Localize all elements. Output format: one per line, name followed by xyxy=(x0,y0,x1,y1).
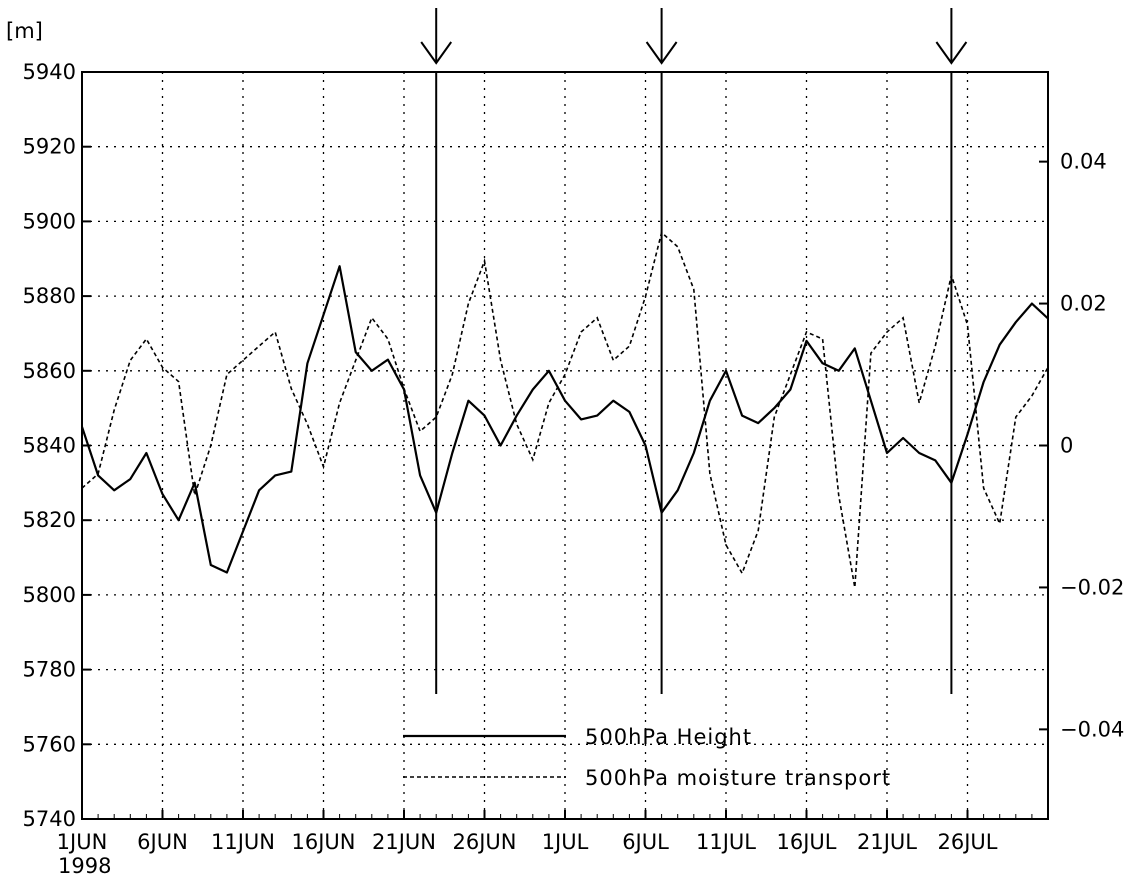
left-tick-label: 5900 xyxy=(23,209,76,233)
x-tick-label: 21JUL xyxy=(857,830,917,854)
left-tick-label: 5860 xyxy=(23,359,76,383)
left-tick-label: 5840 xyxy=(23,434,76,458)
left-tick-label: 5880 xyxy=(23,284,76,308)
right-tick-label: 0 xyxy=(1060,434,1073,458)
x-tick-label: 6JUN xyxy=(137,830,188,854)
event-arrow-head xyxy=(645,41,678,65)
legend-label: 500hPa moisture transport xyxy=(585,766,891,790)
right-tick-label: 0.02 xyxy=(1060,292,1107,316)
y-unit-label: [m] xyxy=(6,19,43,43)
left-tick-label: 5760 xyxy=(23,732,76,756)
x-tick-label: 1JUL xyxy=(542,830,589,854)
x-axis: 1JUN 6JUN 11JUN 16JUN 21JUN 26JUN 1JUL 6JUL 11JU… xyxy=(57,810,1049,854)
x-tick-label: 6JUL xyxy=(622,830,669,854)
x-tick-label: 21JUN xyxy=(372,830,436,854)
x-tick-label: 26JUN xyxy=(453,830,517,854)
left-tick-label: 5740 xyxy=(23,807,76,831)
right-tick-label: −0.04 xyxy=(1060,717,1124,741)
right-tick-label: 0.04 xyxy=(1060,150,1107,174)
x-tick-label: 11JUL xyxy=(696,830,756,854)
x-tick-label: 16JUN xyxy=(292,830,356,854)
year-label: 1998 xyxy=(58,854,111,878)
x-tick-label: 1JUN xyxy=(57,830,108,854)
legend: 500hPa Height 500hPa moisture transport xyxy=(403,725,891,790)
legend-label: 500hPa Height xyxy=(585,725,752,749)
event-arrow-head xyxy=(935,41,968,65)
left-tick-label: 5780 xyxy=(23,658,76,682)
left-tick-label: 5820 xyxy=(23,508,76,532)
event-markers xyxy=(420,8,968,694)
series-lines xyxy=(80,231,1049,588)
x-tick-label: 11JUN xyxy=(211,830,275,854)
left-tick-label: 5920 xyxy=(23,135,76,159)
x-tick-label: 16JUL xyxy=(777,830,837,854)
series-height xyxy=(80,265,1049,574)
right-tick-label: −0.02 xyxy=(1060,575,1124,599)
left-tick-label: 5800 xyxy=(23,583,76,607)
series-moisture-transport xyxy=(81,231,1049,588)
right-axis: −0.04 −0.02 0 0.02 0.04 xyxy=(1039,150,1124,741)
left-axis: 5740 5760 5780 5800 5820 5840 5860 5880 5900 5920… xyxy=(23,60,91,831)
grid-lines xyxy=(82,72,1048,819)
event-arrow-head xyxy=(420,41,453,65)
left-tick-label: 5940 xyxy=(23,60,76,84)
x-tick-label: 26JUL xyxy=(938,830,998,854)
